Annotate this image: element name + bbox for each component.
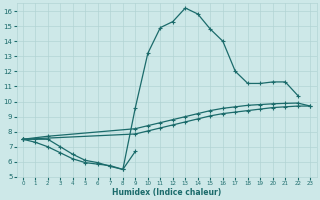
X-axis label: Humidex (Indice chaleur): Humidex (Indice chaleur) <box>112 188 221 197</box>
